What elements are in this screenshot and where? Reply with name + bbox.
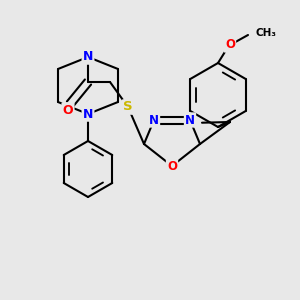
Text: O: O xyxy=(167,160,177,172)
Text: N: N xyxy=(149,113,159,127)
Text: CH₃: CH₃ xyxy=(255,28,276,38)
Text: O: O xyxy=(225,38,235,52)
Text: O: O xyxy=(63,103,73,116)
Text: N: N xyxy=(83,50,93,64)
Text: S: S xyxy=(123,100,133,113)
Text: N: N xyxy=(185,113,195,127)
Text: N: N xyxy=(83,107,93,121)
